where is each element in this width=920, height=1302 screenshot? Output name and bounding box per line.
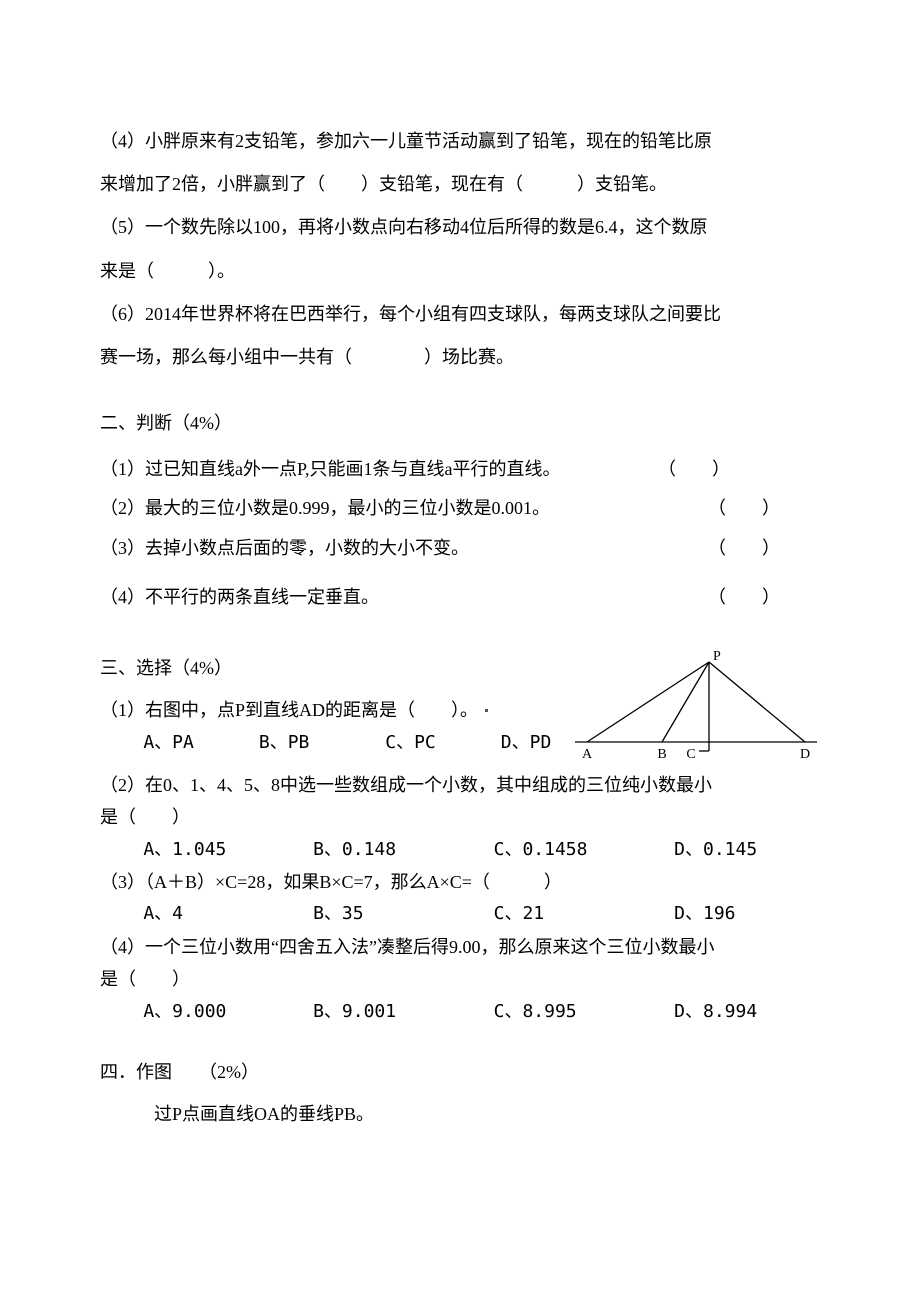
s2-q1: （1）过已知直线a外一点P,只能画1条与直线a平行的直线。 （ ） (100, 450, 820, 490)
center-dot-icon (485, 709, 488, 712)
s2-q2-text: （2）最大的三位小数是0.999，最小的三位小数是0.001。 (100, 489, 550, 529)
page: （4）小胖原来有2支铅笔，参加六一儿童节活动赢到了铅笔，现在的铅笔比原 来增加了… (0, 0, 920, 1211)
svg-text:D: D (800, 747, 810, 762)
s3-q3-options: A、4 B、35 C、21 D、196 (100, 898, 820, 930)
s2-q4-paren: （ ） (708, 578, 820, 618)
s3-q4-line2: 是（ ） (100, 963, 820, 995)
s3-q2-line1: （2）在0、1、4、5、8中选一些数组成一个小数，其中组成的三位纯小数最小 (100, 769, 820, 801)
s2-q3-paren: （ ） (708, 529, 820, 569)
q1-5-line1: （5）一个数先除以100，再将小数点向右移动4位后所得的数是6.4，这个数原 (100, 206, 820, 249)
q1-5-line2: 来是（ ）。 (100, 250, 820, 293)
s3-q1-options: A、PA B、PB C、PC D、PD (100, 727, 551, 759)
s3-q1-text: （1）右图中，点P到直线AD的距离是（ ）。 (100, 694, 551, 726)
section-4-title: 四．作图 （2%） (100, 1056, 820, 1088)
s2-q1-text: （1）过已知直线a外一点P,只能画1条与直线a平行的直线。 (100, 450, 561, 490)
s3-q2-line2: 是（ ） (100, 801, 820, 833)
s2-q3-text: （3）去掉小数点后面的零，小数的大小不变。 (100, 529, 469, 569)
s3-q3-text: （3）（A＋B）×C=28，如果B×C=7，那么A×C=（ ） (100, 866, 820, 898)
s2-q1-paren: （ ） (658, 450, 820, 490)
triangle-diagram: P A B C D (559, 650, 819, 765)
s4-q-text: 过P点画直线OA的垂线PB。 (100, 1098, 820, 1130)
svg-text:P: P (713, 650, 721, 664)
svg-text:A: A (582, 747, 593, 762)
svg-text:C: C (687, 747, 696, 762)
q1-6-line2: 赛一场，那么每小组中一共有（ ）场比赛。 (100, 336, 820, 379)
s3-q2-options: A、1.045 B、0.148 C、0.1458 D、0.145 (100, 834, 820, 866)
q1-4-line2: 来增加了2倍，小胖赢到了（ ）支铅笔，现在有（ ）支铅笔。 (100, 163, 820, 206)
s2-q4-text: （4）不平行的两条直线一定垂直。 (100, 578, 379, 618)
s2-q4: （4）不平行的两条直线一定垂直。 （ ） (100, 578, 820, 618)
s3-q4-line1: （4）一个三位小数用“四舍五入法”凑整后得9.00，那么原来这个三位小数最小 (100, 931, 820, 963)
svg-text:B: B (658, 747, 667, 762)
s2-q2-paren: （ ） (708, 489, 820, 529)
section-3-title: 三、选择（4%） (100, 652, 551, 684)
s3-q4-options: A、9.000 B、9.001 C、8.995 D、8.994 (100, 996, 820, 1028)
s2-q2: （2）最大的三位小数是0.999，最小的三位小数是0.001。 （ ） (100, 489, 820, 529)
s3-q1-stem: （1）右图中，点P到直线AD的距离是（ ）。 (100, 700, 478, 720)
q1-6-line1: （6）2014年世界杯将在巴西举行，每个小组有四支球队，每两支球队之间要比 (100, 293, 820, 336)
section-2-title: 二、判断（4%） (100, 407, 820, 439)
q1-4-line1: （4）小胖原来有2支铅笔，参加六一儿童节活动赢到了铅笔，现在的铅笔比原 (100, 120, 820, 163)
s2-q3: （3）去掉小数点后面的零，小数的大小不变。 （ ） (100, 529, 820, 569)
